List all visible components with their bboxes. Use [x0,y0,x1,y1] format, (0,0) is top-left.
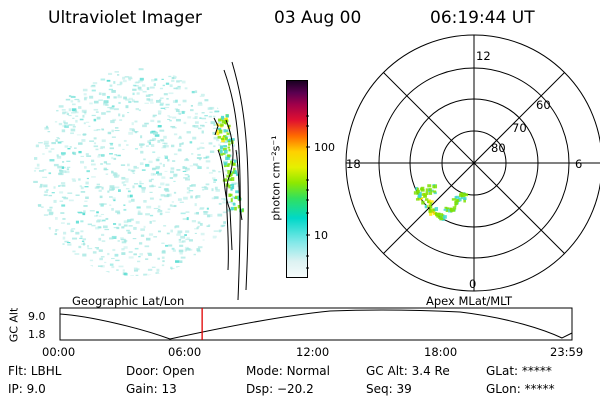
time-label: 06:19:44 UT [430,8,535,28]
mlt-label-18: 18 [346,157,361,171]
info-dsp-value: −20.2 [276,382,314,396]
date-label: 03 Aug 00 [274,8,362,28]
timeline-ytick-high: 9.0 [28,310,46,323]
info-ip-value: 9.0 [26,382,46,396]
info-flt-value: LBHL [30,364,62,378]
info-mode: Mode: Normal [246,364,330,378]
mlt-label-0: 0 [469,277,477,291]
colorbar-tick-100: 100 [314,141,335,154]
info-gcalt: GC Alt: 3.4 Re [366,364,450,378]
mlt-label-12: 12 [476,49,491,63]
info-ip: IP: 9.0 [8,382,46,396]
info-glon: GLon: ***** [486,382,555,396]
info-seq-value: 39 [396,382,412,396]
info-glon-value: ***** [524,382,555,396]
info-door-label: Door: [126,364,159,378]
info-gain: Gain: 13 [126,382,177,396]
lat-label-70: 70 [512,121,527,135]
info-gcalt-value: 3.4 Re [411,364,450,378]
info-door: Door: Open [126,364,195,378]
instrument-title: Ultraviolet Imager [48,8,202,28]
timeline-xtick-0600: 06:00 [168,345,202,359]
noise-speckle [33,68,240,276]
timeline-xtick-1200: 12:00 [296,345,330,359]
timeline-ytick-low: 1.8 [28,328,46,341]
info-gcalt-label: GC Alt: [366,364,408,378]
info-mode-value: Normal [286,364,330,378]
timeline-xtick-0000: 00:00 [42,345,76,359]
timeline-frame [59,307,573,341]
info-door-value: Open [162,364,195,378]
lat-label-80: 80 [491,141,506,155]
mlt-label-6: 6 [575,157,583,171]
info-dsp-label: Dsp: [246,382,274,396]
colorbar-tick-10: 10 [314,229,328,242]
info-flt-label: Flt: [8,364,27,378]
info-gain-label: Gain: [126,382,158,396]
info-glat: GLat: ***** [486,364,552,378]
info-ip-label: IP: [8,382,23,396]
polar-aurora-emission [413,184,469,221]
lat-label-60: 60 [536,98,551,112]
info-dsp: Dsp: −20.2 [246,382,314,396]
timeline-right-title: Apex MLat/MLT [426,294,513,308]
info-glon-label: GLon: [486,382,521,396]
info-glat-value: ***** [521,364,552,378]
timeline-left-title: Geographic Lat/Lon [72,294,185,308]
timeline-xtick-1800: 18:00 [424,345,458,359]
coastline-contours [213,61,249,301]
info-seq-label: Seq: [366,382,393,396]
timeline-xtick-2359: 23:59 [550,345,584,359]
info-gain-value: 13 [161,382,177,396]
altitude-curve [59,309,573,340]
info-flt: Flt: LBHL [8,364,61,378]
info-glat-label: GLat: [486,364,519,378]
colorbar [286,80,308,278]
info-seq: Seq: 39 [366,382,412,396]
colorbar-ticks [306,115,310,269]
info-mode-label: Mode: [246,364,283,378]
